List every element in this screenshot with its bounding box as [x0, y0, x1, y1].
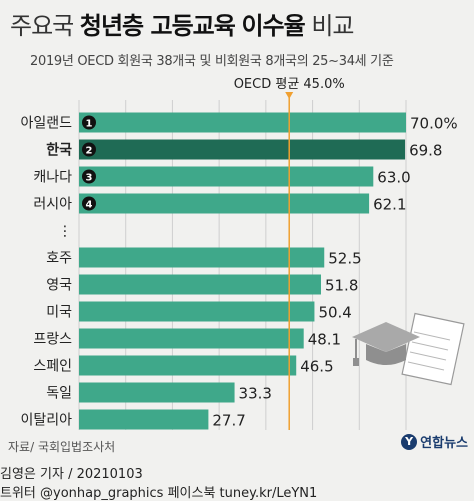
category-label-9: 스페인 [33, 359, 72, 375]
rank-badge-text-0: 1 [86, 119, 93, 130]
bar-8 [79, 328, 304, 349]
reference-marker [285, 92, 294, 99]
brand-logo: Y 연합뉴스 [401, 432, 468, 451]
page-title: 주요국 청년층 고등교육 이수율 비교 [10, 6, 355, 41]
reference-line-group: OECD 평균 45.0% [234, 77, 345, 430]
bar-5 [79, 247, 325, 268]
bar-9 [79, 355, 297, 376]
category-label-5: 호주 [46, 251, 72, 267]
bar-11 [79, 409, 209, 430]
category-label-11: 이탈리아 [20, 413, 72, 429]
bar-3 [79, 193, 370, 214]
value-label-3: 62.1 [373, 196, 406, 214]
source-note: 자료/ 국회입법조사처 [8, 440, 116, 454]
logo-text: 연합뉴스 [420, 436, 468, 451]
rank-badge-3 [82, 196, 96, 211]
category-label-10: 독일 [46, 386, 72, 402]
rank-badge-text-2: 3 [86, 173, 93, 184]
category-label-4: ⋮ [58, 224, 72, 240]
page-subtitle: 2019년 OECD 회원국 38개국 및 비회원국 8개국의 25~34세 기… [30, 54, 394, 69]
social-credit: 트위터 @yonhap_graphics 페이스북 tuney.kr/LeYN1 [0, 486, 318, 501]
title-suffix: 비교 [311, 12, 354, 40]
chart-bars [79, 112, 406, 430]
bar-1 [79, 139, 406, 160]
value-label-5: 52.5 [328, 250, 361, 268]
yonhap-logo-icon: Y [401, 433, 418, 450]
category-label-7: 미국 [46, 305, 72, 321]
bar-chart: OECD 평균 45.0% 아일랜드 1 70.0% 한국 2 69.8 캐나다 3 63.0 러… [20, 77, 465, 430]
value-label-10: 33.3 [239, 385, 272, 403]
category-label-2: 캐나다 [33, 170, 72, 186]
rank-badge-text-1: 2 [86, 146, 93, 157]
reference-label: OECD 평균 45.0% [234, 77, 345, 92]
value-label-1: 69.8 [409, 142, 442, 160]
bar-6 [79, 274, 321, 295]
chart-labels: 아일랜드 1 70.0% 한국 2 69.8 캐나다 3 63.0 러시아 4 62.1 ⋮ 호주 52.5… [20, 115, 457, 430]
category-label-6: 영국 [46, 278, 72, 294]
rank-badge-text-3: 4 [86, 200, 93, 211]
rank-badge-0 [82, 115, 96, 130]
value-label-0: 70.0% [410, 115, 458, 133]
graduation-cap-illustration [352, 312, 465, 386]
value-label-9: 46.5 [300, 358, 333, 376]
bar-2 [79, 166, 374, 187]
category-label-3: 러시아 [33, 197, 72, 213]
category-label-8: 프랑스 [33, 332, 72, 348]
value-label-6: 51.8 [325, 277, 358, 295]
rank-badge-2 [82, 169, 96, 184]
value-label-2: 63.0 [377, 169, 410, 187]
title-main-2: 이수율 [241, 12, 305, 40]
rank-badge-1 [82, 142, 96, 157]
bar-10 [79, 382, 235, 403]
category-label-0: 아일랜드 [20, 116, 72, 132]
bar-0 [79, 112, 406, 133]
category-label-1: 한국 [46, 143, 72, 159]
title-main: 청년층 고등교육 [79, 12, 236, 40]
bar-7 [79, 301, 315, 322]
value-label-7: 50.4 [318, 304, 351, 322]
value-label-8: 48.1 [308, 331, 341, 349]
value-label-11: 27.7 [212, 412, 245, 430]
title-prefix: 주요국 [10, 12, 74, 40]
author-credit: 김영은 기자 / 20210103 [0, 467, 143, 482]
